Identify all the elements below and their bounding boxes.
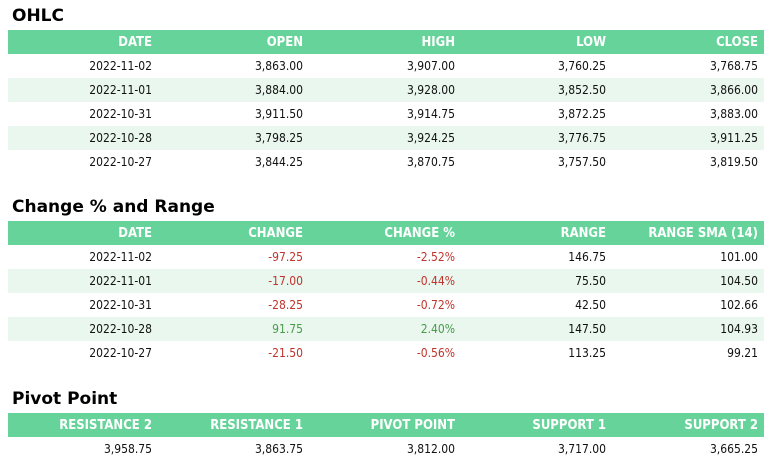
cell-open: 3,798.25 [158, 126, 309, 150]
cell-date: 2022-11-02 [89, 59, 152, 73]
cell-change-percent: 2.40% [309, 317, 461, 341]
cell-range: 113.25 [568, 346, 606, 360]
cell-open: 3,863.00 [254, 59, 303, 73]
cell-close: 3,883.00 [709, 107, 758, 121]
cell-change: -21.50 [268, 346, 303, 360]
change-header-row: DATE CHANGE CHANGE % RANGE RANGE SMA (14… [8, 221, 764, 245]
cell-high: 3,914.75 [406, 107, 455, 121]
cell-change: -97.25 [268, 250, 303, 264]
cell-change-percent: -0.72% [416, 298, 455, 312]
cell-range-sma: 101.00 [720, 250, 758, 264]
cell-close: 3,866.00 [612, 78, 764, 102]
cell-date: 2022-10-31 [89, 107, 152, 121]
pivot-point-section: Pivot Point RESISTANCE 2 RESISTANCE 1 PI… [8, 385, 764, 461]
cell-date: 2022-11-01 [8, 78, 158, 102]
cell-date: 2022-10-31 [89, 298, 152, 312]
table-row: 3,958.75 3,863.75 3,812.00 3,717.00 3,66… [8, 437, 764, 461]
cell-range: 147.50 [461, 317, 612, 341]
cell-support-1: 3,717.00 [557, 442, 606, 456]
cell-open: 3,911.50 [254, 107, 303, 121]
cell-close: 3,768.75 [709, 59, 758, 73]
ohlc-section: OHLC DATE OPEN HIGH LOW CLOSE 2022-11-02… [8, 2, 764, 174]
column-header-open: OPEN [158, 30, 309, 54]
cell-date: 2022-10-27 [89, 346, 152, 360]
cell-date: 2022-10-28 [8, 317, 158, 341]
table-row: 2022-10-27 -21.50 -0.56% 113.25 99.21 [8, 341, 764, 365]
table-row: 2022-10-31 3,911.50 3,914.75 3,872.25 3,… [8, 102, 764, 126]
cell-range-sma: 104.50 [612, 269, 764, 293]
column-header-close: CLOSE [612, 30, 764, 54]
pivot-header-row: RESISTANCE 2 RESISTANCE 1 PIVOT POINT SU… [8, 413, 764, 437]
ohlc-header-row: DATE OPEN HIGH LOW CLOSE [8, 30, 764, 54]
change-range-title: Change % and Range [12, 197, 215, 217]
ohlc-table: DATE OPEN HIGH LOW CLOSE 2022-11-02 3,86… [8, 30, 764, 174]
column-header-support-2: SUPPORT 2 [612, 413, 764, 437]
cell-range: 42.50 [575, 298, 606, 312]
cell-date: 2022-11-02 [89, 250, 152, 264]
cell-change-percent: -0.56% [416, 346, 455, 360]
column-header-resistance-2: RESISTANCE 2 [8, 413, 158, 437]
table-row: 2022-10-27 3,844.25 3,870.75 3,757.50 3,… [8, 150, 764, 174]
column-header-low: LOW [461, 30, 612, 54]
cell-date: 2022-10-27 [89, 155, 152, 169]
cell-high: 3,907.00 [406, 59, 455, 73]
cell-range-sma: 102.66 [720, 298, 758, 312]
pivot-point-title: Pivot Point [12, 389, 118, 409]
cell-range-sma: 99.21 [727, 346, 758, 360]
cell-change-percent: -0.44% [309, 269, 461, 293]
cell-range: 146.75 [568, 250, 606, 264]
cell-support-2: 3,665.25 [709, 442, 758, 456]
cell-low: 3,852.50 [461, 78, 612, 102]
column-header-change: CHANGE [158, 221, 309, 245]
column-header-date: DATE [8, 30, 158, 54]
cell-resistance-1: 3,863.75 [254, 442, 303, 456]
table-row: 2022-10-28 91.75 2.40% 147.50 104.93 [8, 317, 764, 341]
cell-change: 91.75 [158, 317, 309, 341]
column-header-range-sma: RANGE SMA (14) [612, 221, 764, 245]
column-header-date: DATE [8, 221, 158, 245]
cell-high: 3,928.00 [309, 78, 461, 102]
cell-open: 3,844.25 [254, 155, 303, 169]
cell-low: 3,757.50 [557, 155, 606, 169]
table-row: 2022-11-02 3,863.00 3,907.00 3,760.25 3,… [8, 54, 764, 78]
column-header-high: HIGH [309, 30, 461, 54]
cell-open: 3,884.00 [158, 78, 309, 102]
cell-low: 3,872.25 [557, 107, 606, 121]
cell-close: 3,819.50 [709, 155, 758, 169]
cell-close: 3,911.25 [612, 126, 764, 150]
cell-change: -28.25 [268, 298, 303, 312]
change-range-table: DATE CHANGE CHANGE % RANGE RANGE SMA (14… [8, 221, 764, 365]
column-header-pivot-point: PIVOT POINT [309, 413, 461, 437]
cell-low: 3,776.75 [461, 126, 612, 150]
cell-pivot-point: 3,812.00 [406, 442, 455, 456]
change-range-section: Change % and Range DATE CHANGE CHANGE % … [8, 193, 764, 365]
table-row: 2022-11-01 -17.00 -0.44% 75.50 104.50 [8, 269, 764, 293]
cell-resistance-2: 3,958.75 [103, 442, 152, 456]
cell-high: 3,924.25 [309, 126, 461, 150]
cell-range: 75.50 [461, 269, 612, 293]
column-header-support-1: SUPPORT 1 [461, 413, 612, 437]
cell-low: 3,760.25 [557, 59, 606, 73]
cell-date: 2022-10-28 [8, 126, 158, 150]
pivot-point-table: RESISTANCE 2 RESISTANCE 1 PIVOT POINT SU… [8, 413, 764, 461]
ohlc-title: OHLC [12, 6, 64, 26]
cell-date: 2022-11-01 [8, 269, 158, 293]
table-row: 2022-10-31 -28.25 -0.72% 42.50 102.66 [8, 293, 764, 317]
table-row: 2022-11-01 3,884.00 3,928.00 3,852.50 3,… [8, 78, 764, 102]
column-header-range: RANGE [461, 221, 612, 245]
column-header-change-percent: CHANGE % [309, 221, 461, 245]
cell-change: -17.00 [158, 269, 309, 293]
table-row: 2022-11-02 -97.25 -2.52% 146.75 101.00 [8, 245, 764, 269]
cell-high: 3,870.75 [406, 155, 455, 169]
table-row: 2022-10-28 3,798.25 3,924.25 3,776.75 3,… [8, 126, 764, 150]
cell-change-percent: -2.52% [416, 250, 455, 264]
cell-range-sma: 104.93 [612, 317, 764, 341]
column-header-resistance-1: RESISTANCE 1 [158, 413, 309, 437]
